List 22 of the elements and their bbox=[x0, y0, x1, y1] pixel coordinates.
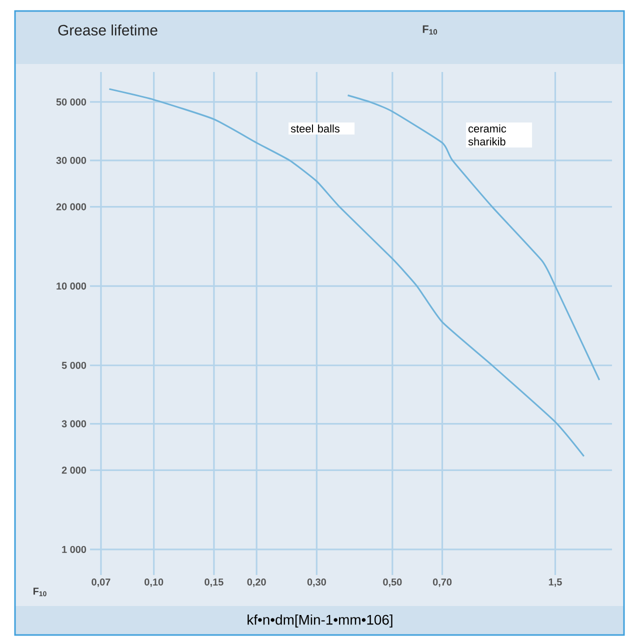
series-label: ceramic sharikib bbox=[468, 124, 506, 146]
chart-title: Grease lifetime bbox=[58, 24, 158, 36]
y-tick-label: 10 000 bbox=[56, 282, 86, 290]
x-tick-label: 0,70 bbox=[432, 578, 452, 588]
x-tick-label: 0,50 bbox=[383, 578, 402, 588]
x-axis-title: kf•n•dm[Min-1•mm•106] bbox=[248, 614, 392, 628]
y-tick-label: 50 000 bbox=[56, 98, 86, 106]
x-tick-label: 0,10 bbox=[144, 578, 164, 588]
y-tick-label: 1 000 bbox=[62, 546, 86, 553]
x-tick-label: 0,15 bbox=[204, 578, 224, 588]
x-tick-label: 0,30 bbox=[307, 578, 326, 588]
x-tick-label: 0,07 bbox=[92, 578, 110, 588]
y-tick-label: 5 000 bbox=[62, 362, 86, 369]
text: steel balls bbox=[290, 124, 340, 133]
y-tick-label: 20 000 bbox=[56, 203, 86, 210]
x-tick-label: 0,20 bbox=[247, 578, 266, 588]
x-tick-label: 1,5 bbox=[548, 578, 562, 587]
y-tick-label: 2 000 bbox=[62, 466, 86, 474]
y-tick-label: 30 000 bbox=[56, 156, 86, 164]
text: F$_{10}$ bbox=[422, 25, 438, 35]
text: F$_{10}$ bbox=[34, 588, 46, 596]
y-tick-label: 3 000 bbox=[62, 420, 86, 428]
